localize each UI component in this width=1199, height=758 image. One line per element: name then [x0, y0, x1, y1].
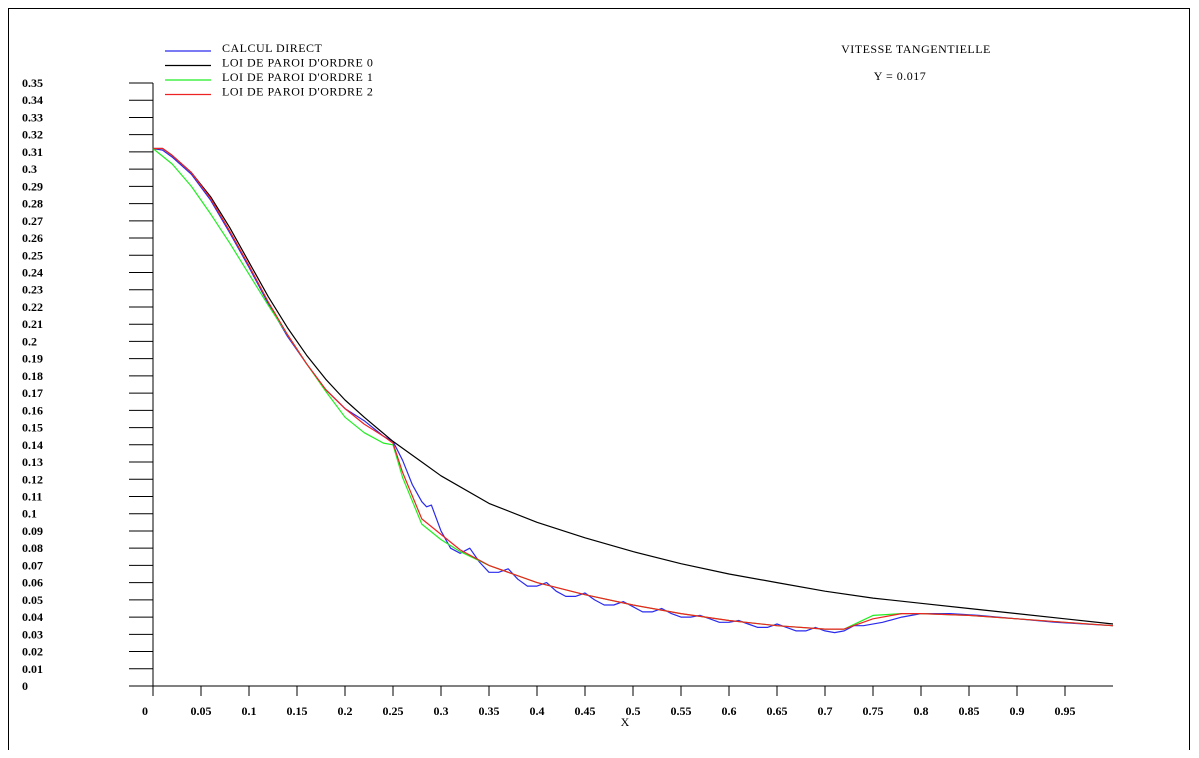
x-tick-label: 0.15	[287, 704, 308, 718]
y-tick-label: 0.17	[22, 386, 43, 400]
series-line-2	[152, 148, 1114, 630]
chart-subtitle: Y = 0.017	[874, 69, 927, 83]
x-tick-label: 0.35	[479, 704, 500, 718]
legend-label-3: LOI DE PAROI D'ORDRE 2	[222, 85, 373, 99]
chart-title: VITESSE TANGENTIELLE	[841, 42, 991, 56]
legend-label-0: CALCUL DIRECT	[222, 41, 323, 55]
x-tick-label: 0.05	[191, 704, 212, 718]
y-tick-label: 0.35	[22, 76, 43, 90]
legend-label-1: LOI DE PAROI D'ORDRE 0	[222, 56, 373, 70]
plot-frame	[8, 8, 1190, 750]
x-tick-label: 0.5	[626, 704, 641, 718]
y-tick-label: 0.3	[22, 162, 37, 176]
y-tick-label: 0.19	[22, 352, 43, 366]
y-tick-label: 0.03	[22, 627, 43, 641]
y-tick-label: 0.29	[22, 179, 43, 193]
y-tick-label: 0.08	[22, 541, 43, 555]
y-tick-label: 0.07	[22, 558, 43, 572]
series-line-1	[153, 147, 1114, 625]
y-tick-label: 0.12	[22, 472, 43, 486]
x-tick-label: 0	[142, 704, 148, 718]
y-tick-label: 0.06	[22, 576, 43, 590]
y-tick-label: 0.16	[22, 403, 43, 417]
x-tick-label: 0.8	[914, 704, 929, 718]
y-tick-label: 0.26	[22, 231, 43, 245]
y-tick-label: 0.23	[22, 283, 43, 297]
x-tick-label: 0.55	[671, 704, 692, 718]
x-tick-label: 0.6	[722, 704, 737, 718]
y-tick-label: 0	[22, 679, 28, 693]
x-tick-label: 0.75	[863, 704, 884, 718]
x-tick-label: 0.1	[242, 704, 257, 718]
y-tick-label: 0.04	[22, 610, 43, 624]
series-line-3	[153, 147, 1114, 630]
y-tick-label: 0.28	[22, 197, 43, 211]
x-tick-label: 0.25	[383, 704, 404, 718]
y-tick-label: 0.13	[22, 455, 43, 469]
y-tick-label: 0.09	[22, 524, 43, 538]
y-tick-label: 0.32	[22, 128, 43, 142]
y-tick-label: 0.2	[22, 334, 37, 348]
x-tick-label: 0.2	[338, 704, 353, 718]
y-tick-label: 0.31	[22, 145, 43, 159]
x-tick-label: 0.95	[1055, 704, 1076, 718]
axes: 0 0.01 0.02 0.03 0.04 0.05 0.06 0.07 0.08 0.09 0.1…	[22, 76, 1113, 718]
legend-label-2: LOI DE PAROI D'ORDRE 1	[222, 70, 373, 84]
y-tick-label: 0.34	[22, 93, 43, 107]
series-line-0	[152, 147, 1114, 634]
y-tick-label: 0.27	[22, 214, 43, 228]
y-tick-label: 0.25	[22, 248, 43, 262]
y-tick-label: 0.01	[22, 662, 43, 676]
y-tick-label: 0.11	[22, 489, 42, 503]
y-tick-label: 0.05	[22, 593, 43, 607]
y-tick-label: 0.02	[22, 645, 43, 659]
y-tick-label: 0.1	[22, 507, 37, 521]
y-tick-label: 0.14	[22, 438, 43, 452]
series-lines	[152, 147, 1114, 634]
y-tick-label: 0.18	[22, 369, 43, 383]
x-tick-label: 0.85	[959, 704, 980, 718]
y-tick-label: 0.33	[22, 110, 43, 124]
y-tick-label: 0.15	[22, 421, 43, 435]
x-tick-label: 0.7	[818, 704, 833, 718]
y-tick-label: 0.24	[22, 266, 43, 280]
y-tick-label: 0.21	[22, 317, 43, 331]
x-tick-label: 0.3	[434, 704, 449, 718]
x-axis-label: X	[621, 715, 630, 729]
y-tick-label: 0.22	[22, 300, 43, 314]
x-tick-label: 0.45	[575, 704, 596, 718]
x-tick-label: 0.4	[530, 704, 545, 718]
x-tick-label: 0.65	[767, 704, 788, 718]
x-tick-label: 0.9	[1010, 704, 1025, 718]
